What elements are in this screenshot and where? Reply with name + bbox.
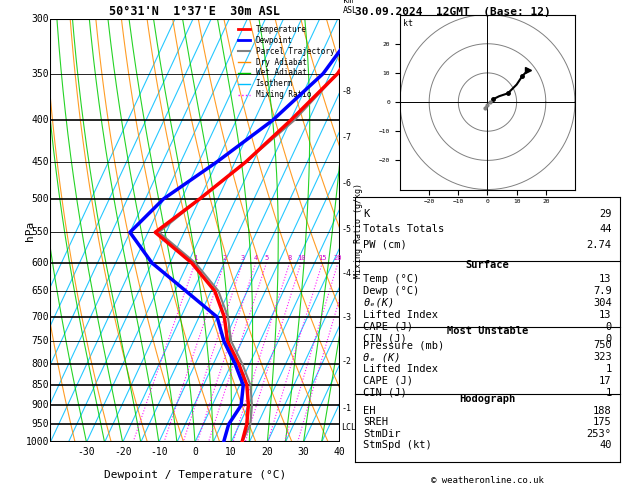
Text: 750: 750 (593, 340, 611, 350)
Text: -3: -3 (341, 312, 351, 322)
Text: θₑ (K): θₑ (K) (364, 352, 401, 362)
Text: CIN (J): CIN (J) (364, 388, 407, 398)
Text: Lifted Index: Lifted Index (364, 310, 438, 320)
Text: 4: 4 (253, 255, 258, 261)
Text: 3: 3 (240, 255, 245, 261)
Text: 20: 20 (334, 255, 342, 261)
Text: 17: 17 (599, 376, 611, 386)
Text: 15: 15 (318, 255, 326, 261)
Text: -10: -10 (150, 447, 168, 457)
Text: 2: 2 (222, 255, 226, 261)
Text: θₑ(K): θₑ(K) (364, 298, 394, 308)
Text: K: K (364, 209, 370, 219)
Text: 1: 1 (605, 388, 611, 398)
Text: 188: 188 (593, 406, 611, 417)
Text: 800: 800 (31, 359, 49, 369)
Text: Totals Totals: Totals Totals (364, 224, 445, 234)
Text: 550: 550 (31, 227, 49, 237)
Text: 10: 10 (297, 255, 305, 261)
Text: 450: 450 (31, 157, 49, 167)
Text: 0: 0 (605, 333, 611, 344)
Text: hPa: hPa (25, 221, 35, 241)
Text: Lifted Index: Lifted Index (364, 364, 438, 374)
Text: -7: -7 (341, 133, 351, 142)
Text: -2: -2 (341, 357, 351, 366)
Text: 600: 600 (31, 258, 49, 268)
Text: 1: 1 (605, 364, 611, 374)
Text: -6: -6 (341, 179, 351, 188)
Text: 500: 500 (31, 194, 49, 204)
Text: StmDir: StmDir (364, 429, 401, 439)
Text: StmSpd (kt): StmSpd (kt) (364, 440, 432, 450)
Text: © weatheronline.co.uk: © weatheronline.co.uk (431, 476, 544, 485)
Text: 304: 304 (593, 298, 611, 308)
Text: 5: 5 (264, 255, 269, 261)
Text: EH: EH (364, 406, 376, 417)
Text: 850: 850 (31, 380, 49, 390)
Text: 1: 1 (193, 255, 198, 261)
Text: 750: 750 (31, 336, 49, 346)
Text: 29: 29 (599, 209, 611, 219)
Text: Mixing Ratio (g/kg): Mixing Ratio (g/kg) (354, 183, 363, 278)
Text: 900: 900 (31, 400, 49, 410)
Text: 10: 10 (225, 447, 237, 457)
Text: Temp (°C): Temp (°C) (364, 274, 420, 284)
Text: 253°: 253° (587, 429, 611, 439)
Text: 13: 13 (599, 310, 611, 320)
Text: 20: 20 (262, 447, 273, 457)
Legend: Temperature, Dewpoint, Parcel Trajectory, Dry Adiabat, Wet Adiabat, Isotherm, Mi: Temperature, Dewpoint, Parcel Trajectory… (237, 23, 336, 101)
Text: 2.74: 2.74 (587, 240, 611, 249)
Text: CAPE (J): CAPE (J) (364, 376, 413, 386)
Text: 1000: 1000 (25, 437, 49, 447)
Text: kt: kt (403, 19, 413, 28)
Text: 44: 44 (599, 224, 611, 234)
Text: 700: 700 (31, 312, 49, 322)
Text: 8: 8 (287, 255, 292, 261)
Text: 0: 0 (605, 322, 611, 331)
Text: Pressure (mb): Pressure (mb) (364, 340, 445, 350)
Text: Surface: Surface (465, 260, 509, 270)
Text: -30: -30 (77, 447, 96, 457)
Text: 30: 30 (298, 447, 309, 457)
Text: SREH: SREH (364, 417, 388, 428)
Text: -4: -4 (341, 269, 351, 278)
Text: Most Unstable: Most Unstable (447, 327, 528, 336)
Text: -5: -5 (341, 225, 351, 234)
Text: 400: 400 (31, 116, 49, 125)
Text: 40: 40 (334, 447, 345, 457)
Text: 30.09.2024  12GMT  (Base: 12): 30.09.2024 12GMT (Base: 12) (355, 7, 551, 17)
Text: 650: 650 (31, 286, 49, 296)
Text: CAPE (J): CAPE (J) (364, 322, 413, 331)
Title: 50°31'N  1°37'E  30m ASL: 50°31'N 1°37'E 30m ASL (109, 5, 281, 18)
Text: 350: 350 (31, 69, 49, 79)
Text: km
ASL: km ASL (343, 0, 357, 15)
Text: 40: 40 (599, 440, 611, 450)
Text: 175: 175 (593, 417, 611, 428)
Text: 0: 0 (192, 447, 198, 457)
Text: LCL: LCL (341, 423, 356, 433)
Text: -1: -1 (341, 404, 351, 413)
Text: -20: -20 (114, 447, 131, 457)
Text: CIN (J): CIN (J) (364, 333, 407, 344)
Text: Dewp (°C): Dewp (°C) (364, 286, 420, 296)
Text: 13: 13 (599, 274, 611, 284)
Text: -8: -8 (341, 87, 351, 96)
Text: 323: 323 (593, 352, 611, 362)
Text: 950: 950 (31, 419, 49, 429)
Text: 7.9: 7.9 (593, 286, 611, 296)
Text: PW (cm): PW (cm) (364, 240, 407, 249)
Text: 300: 300 (31, 15, 49, 24)
Text: Dewpoint / Temperature (°C): Dewpoint / Temperature (°C) (104, 470, 286, 480)
Text: Hodograph: Hodograph (459, 394, 516, 404)
